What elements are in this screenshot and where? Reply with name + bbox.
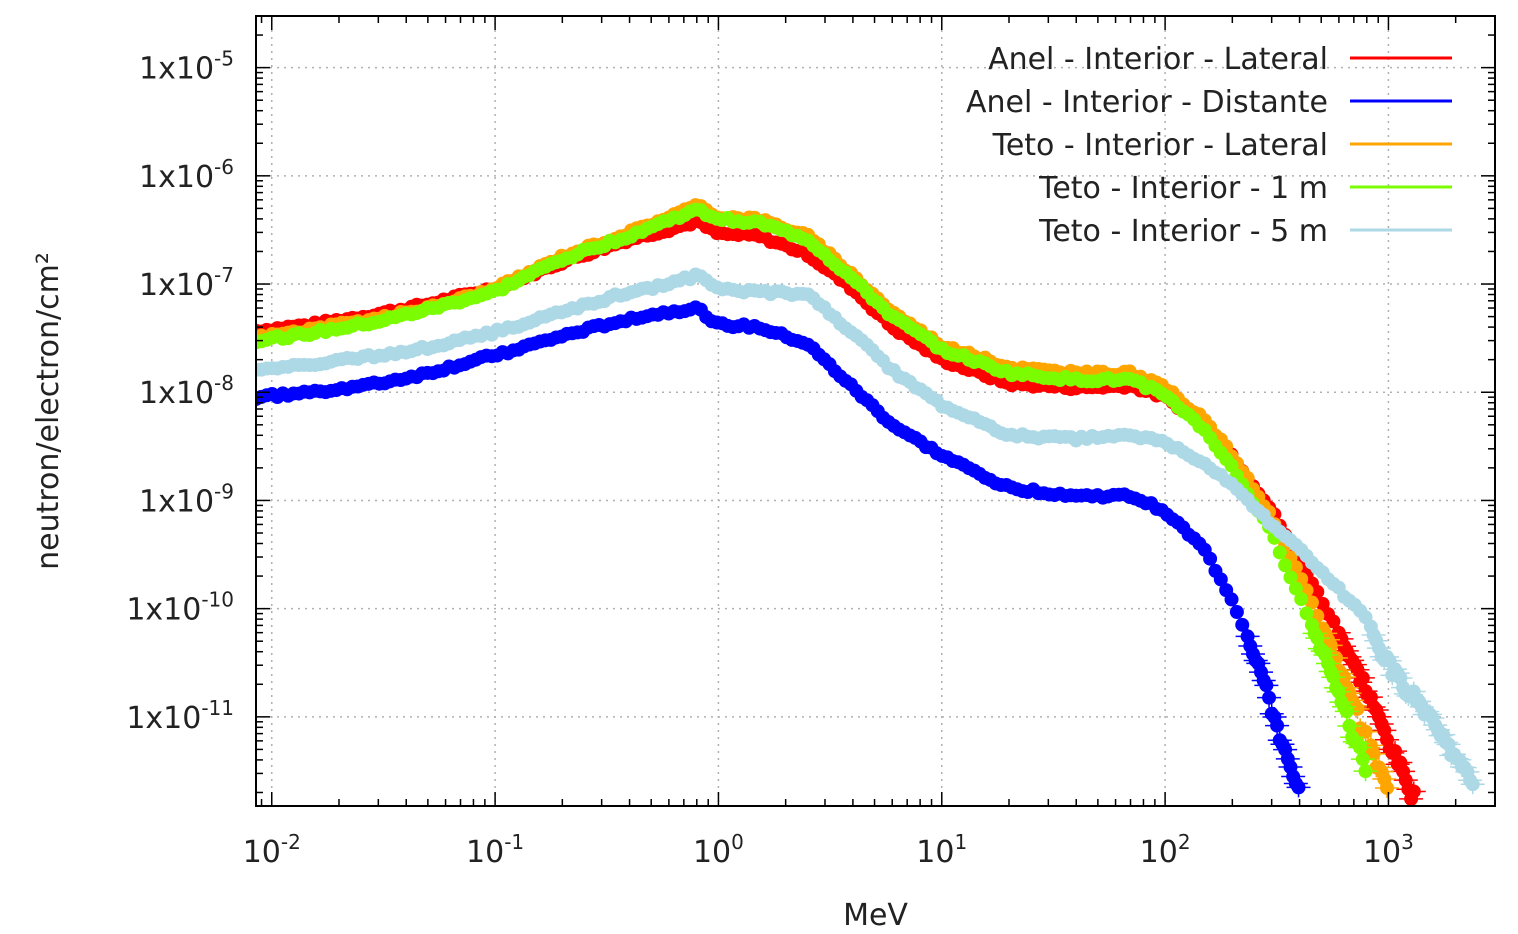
data-point [1339, 704, 1354, 719]
data-point [1353, 740, 1368, 755]
data-point [1203, 551, 1218, 566]
series-layer [256, 198, 1485, 806]
legend-label: Teto - Interior - 5 m [1038, 214, 1328, 249]
data-point [1355, 670, 1370, 685]
data-point [1310, 584, 1325, 599]
data-point [1299, 606, 1314, 621]
data-point [1326, 670, 1341, 685]
data-point [1358, 724, 1373, 739]
y-tick-label: 1x10-5 [139, 47, 234, 87]
data-point [1229, 605, 1244, 620]
data-point [1304, 595, 1319, 610]
ticks: 10-2 10-1 100 101 102 103 1x10-5 1x10-6 1x10-7 1x… [126, 16, 1496, 870]
data-point [1366, 746, 1381, 761]
x-tick-label: 10-2 [243, 830, 301, 870]
legend-label: Teto - Interior - Lateral [992, 128, 1328, 163]
data-point [1358, 764, 1373, 779]
data-point [1224, 592, 1239, 607]
legend-label: Anel - Interior - Lateral [988, 42, 1328, 77]
series-5 [256, 267, 1485, 795]
x-tick-label: 100 [693, 830, 744, 870]
data-point [1406, 784, 1421, 799]
data-point [1291, 780, 1306, 795]
x-tick-label: 102 [1140, 830, 1191, 870]
data-point [1350, 701, 1365, 716]
data-point [1272, 545, 1287, 560]
data-point [1294, 592, 1309, 607]
data-point [1235, 617, 1250, 632]
data-point [1262, 690, 1277, 705]
data-point [1355, 752, 1370, 767]
data-point [1283, 570, 1298, 585]
data-point [1379, 780, 1394, 795]
y-tick-label: 1x10-11 [126, 696, 234, 736]
x-tick-label: 101 [916, 830, 967, 870]
x-tick-label: 103 [1363, 830, 1414, 870]
data-point [1270, 718, 1285, 733]
data-point [1213, 572, 1228, 587]
data-point [1326, 614, 1341, 629]
y-tick-label: 1x10-6 [139, 155, 234, 195]
data-point [1278, 558, 1293, 573]
legend-label: Teto - Interior - 1 m [1038, 171, 1328, 206]
data-point [1388, 744, 1403, 759]
y-tick-label: 1x10-9 [139, 479, 234, 519]
legend: Anel - Interior - Lateral Anel - Interior… [966, 42, 1452, 249]
series-2 [256, 300, 1311, 798]
y-tick-label: 1x10-8 [139, 371, 234, 411]
y-tick-label: 1x10-7 [139, 263, 234, 303]
data-point [1342, 718, 1357, 733]
data-point [1288, 581, 1303, 596]
x-tick-label: 10-1 [466, 830, 524, 870]
data-point [1310, 631, 1325, 646]
y-tick-label: 1x10-10 [126, 588, 234, 628]
legend-label: Anel - Interior - Distante [966, 85, 1328, 120]
plot-frame [255, 15, 1496, 807]
data-point [1465, 777, 1480, 792]
x-axis-title: MeV [843, 898, 908, 933]
data-point [1259, 678, 1274, 693]
y-axis-title: neutron/electron/cm² [31, 252, 66, 570]
